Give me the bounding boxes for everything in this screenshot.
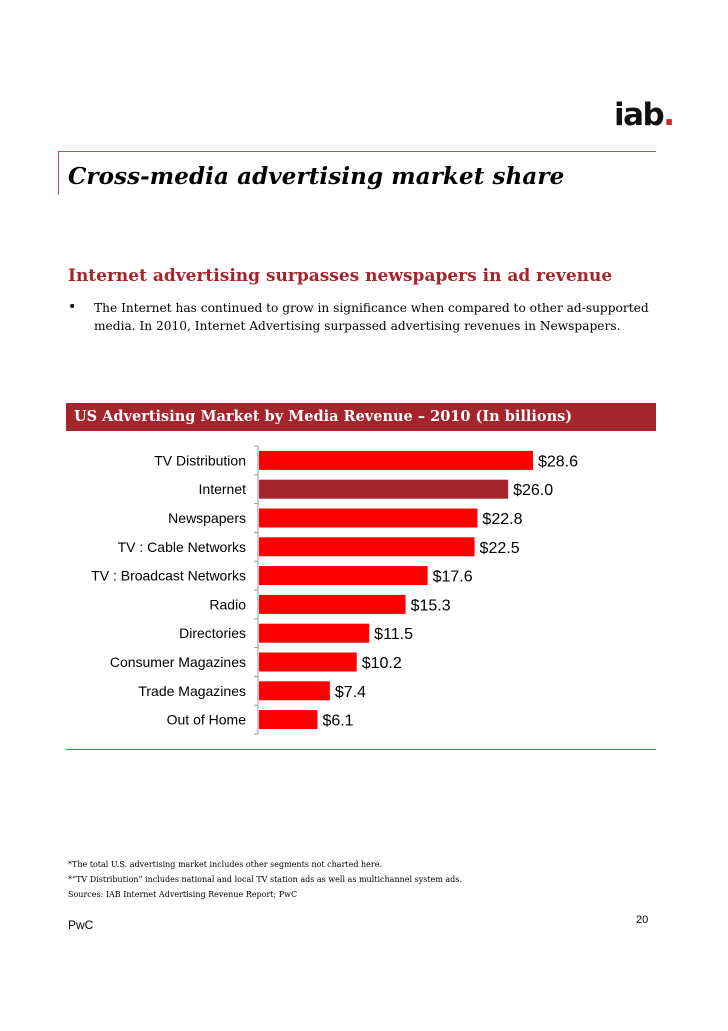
bar-tv-cable-networks (259, 537, 475, 557)
category-label: Radio (209, 596, 246, 612)
value-label: $11.5 (374, 626, 413, 643)
bar-directories (259, 623, 370, 643)
category-label: Newspapers (168, 510, 246, 526)
value-label: $28.6 (538, 453, 578, 470)
value-label: $17.6 (433, 569, 473, 586)
value-label: $26.0 (513, 482, 553, 499)
category-label: Directories (179, 625, 246, 641)
footnote-sources: Sources: IAB Internet Advertising Revenu… (68, 890, 298, 899)
bar-consumer-magazines (259, 652, 357, 672)
footnote-total-market: *The total U.S. advertising market inclu… (68, 860, 382, 869)
value-label: $7.4 (335, 684, 366, 701)
iab-logo: iab. (614, 97, 675, 133)
footnotes: *The total U.S. advertising market inclu… (68, 857, 462, 902)
bullet-text: The Internet has continued to grow in si… (94, 301, 649, 333)
page-number: 20 (636, 914, 649, 926)
chart-title-banner: US Advertising Market by Media Revenue –… (66, 403, 656, 431)
category-label: Internet (199, 481, 247, 497)
category-label: Out of Home (167, 712, 247, 728)
bullet-marker: • (68, 299, 77, 315)
bar-internet (259, 479, 509, 499)
category-label: TV : Cable Networks (118, 539, 246, 555)
header-rule-tick (58, 151, 59, 195)
page-title: Cross-media advertising market share (68, 163, 565, 190)
value-label: $10.2 (362, 655, 402, 672)
section-subtitle: Internet advertising surpasses newspaper… (68, 266, 613, 286)
value-label: $22.5 (480, 540, 520, 557)
chart-bottom-rule (66, 749, 656, 750)
value-label: $15.3 (411, 597, 451, 614)
footer-company: PwC (68, 918, 94, 932)
category-label: TV : Broadcast Networks (91, 568, 246, 584)
bar-out-of-home (259, 710, 318, 730)
category-label: Consumer Magazines (110, 654, 246, 670)
value-label: $22.8 (482, 511, 522, 528)
bar-trade-magazines (259, 681, 330, 701)
bar-radio (259, 594, 406, 614)
category-label: Trade Magazines (138, 683, 246, 699)
bar-newspapers (259, 508, 478, 528)
footnote-tv-distribution: *“TV Distribution” includes national and… (68, 875, 462, 884)
header-rule (58, 151, 656, 152)
value-label: $6.1 (322, 713, 353, 730)
bar-tv-broadcast-networks (259, 566, 428, 586)
bar-tv-distribution (259, 450, 533, 470)
category-label: TV Distribution (154, 452, 246, 468)
